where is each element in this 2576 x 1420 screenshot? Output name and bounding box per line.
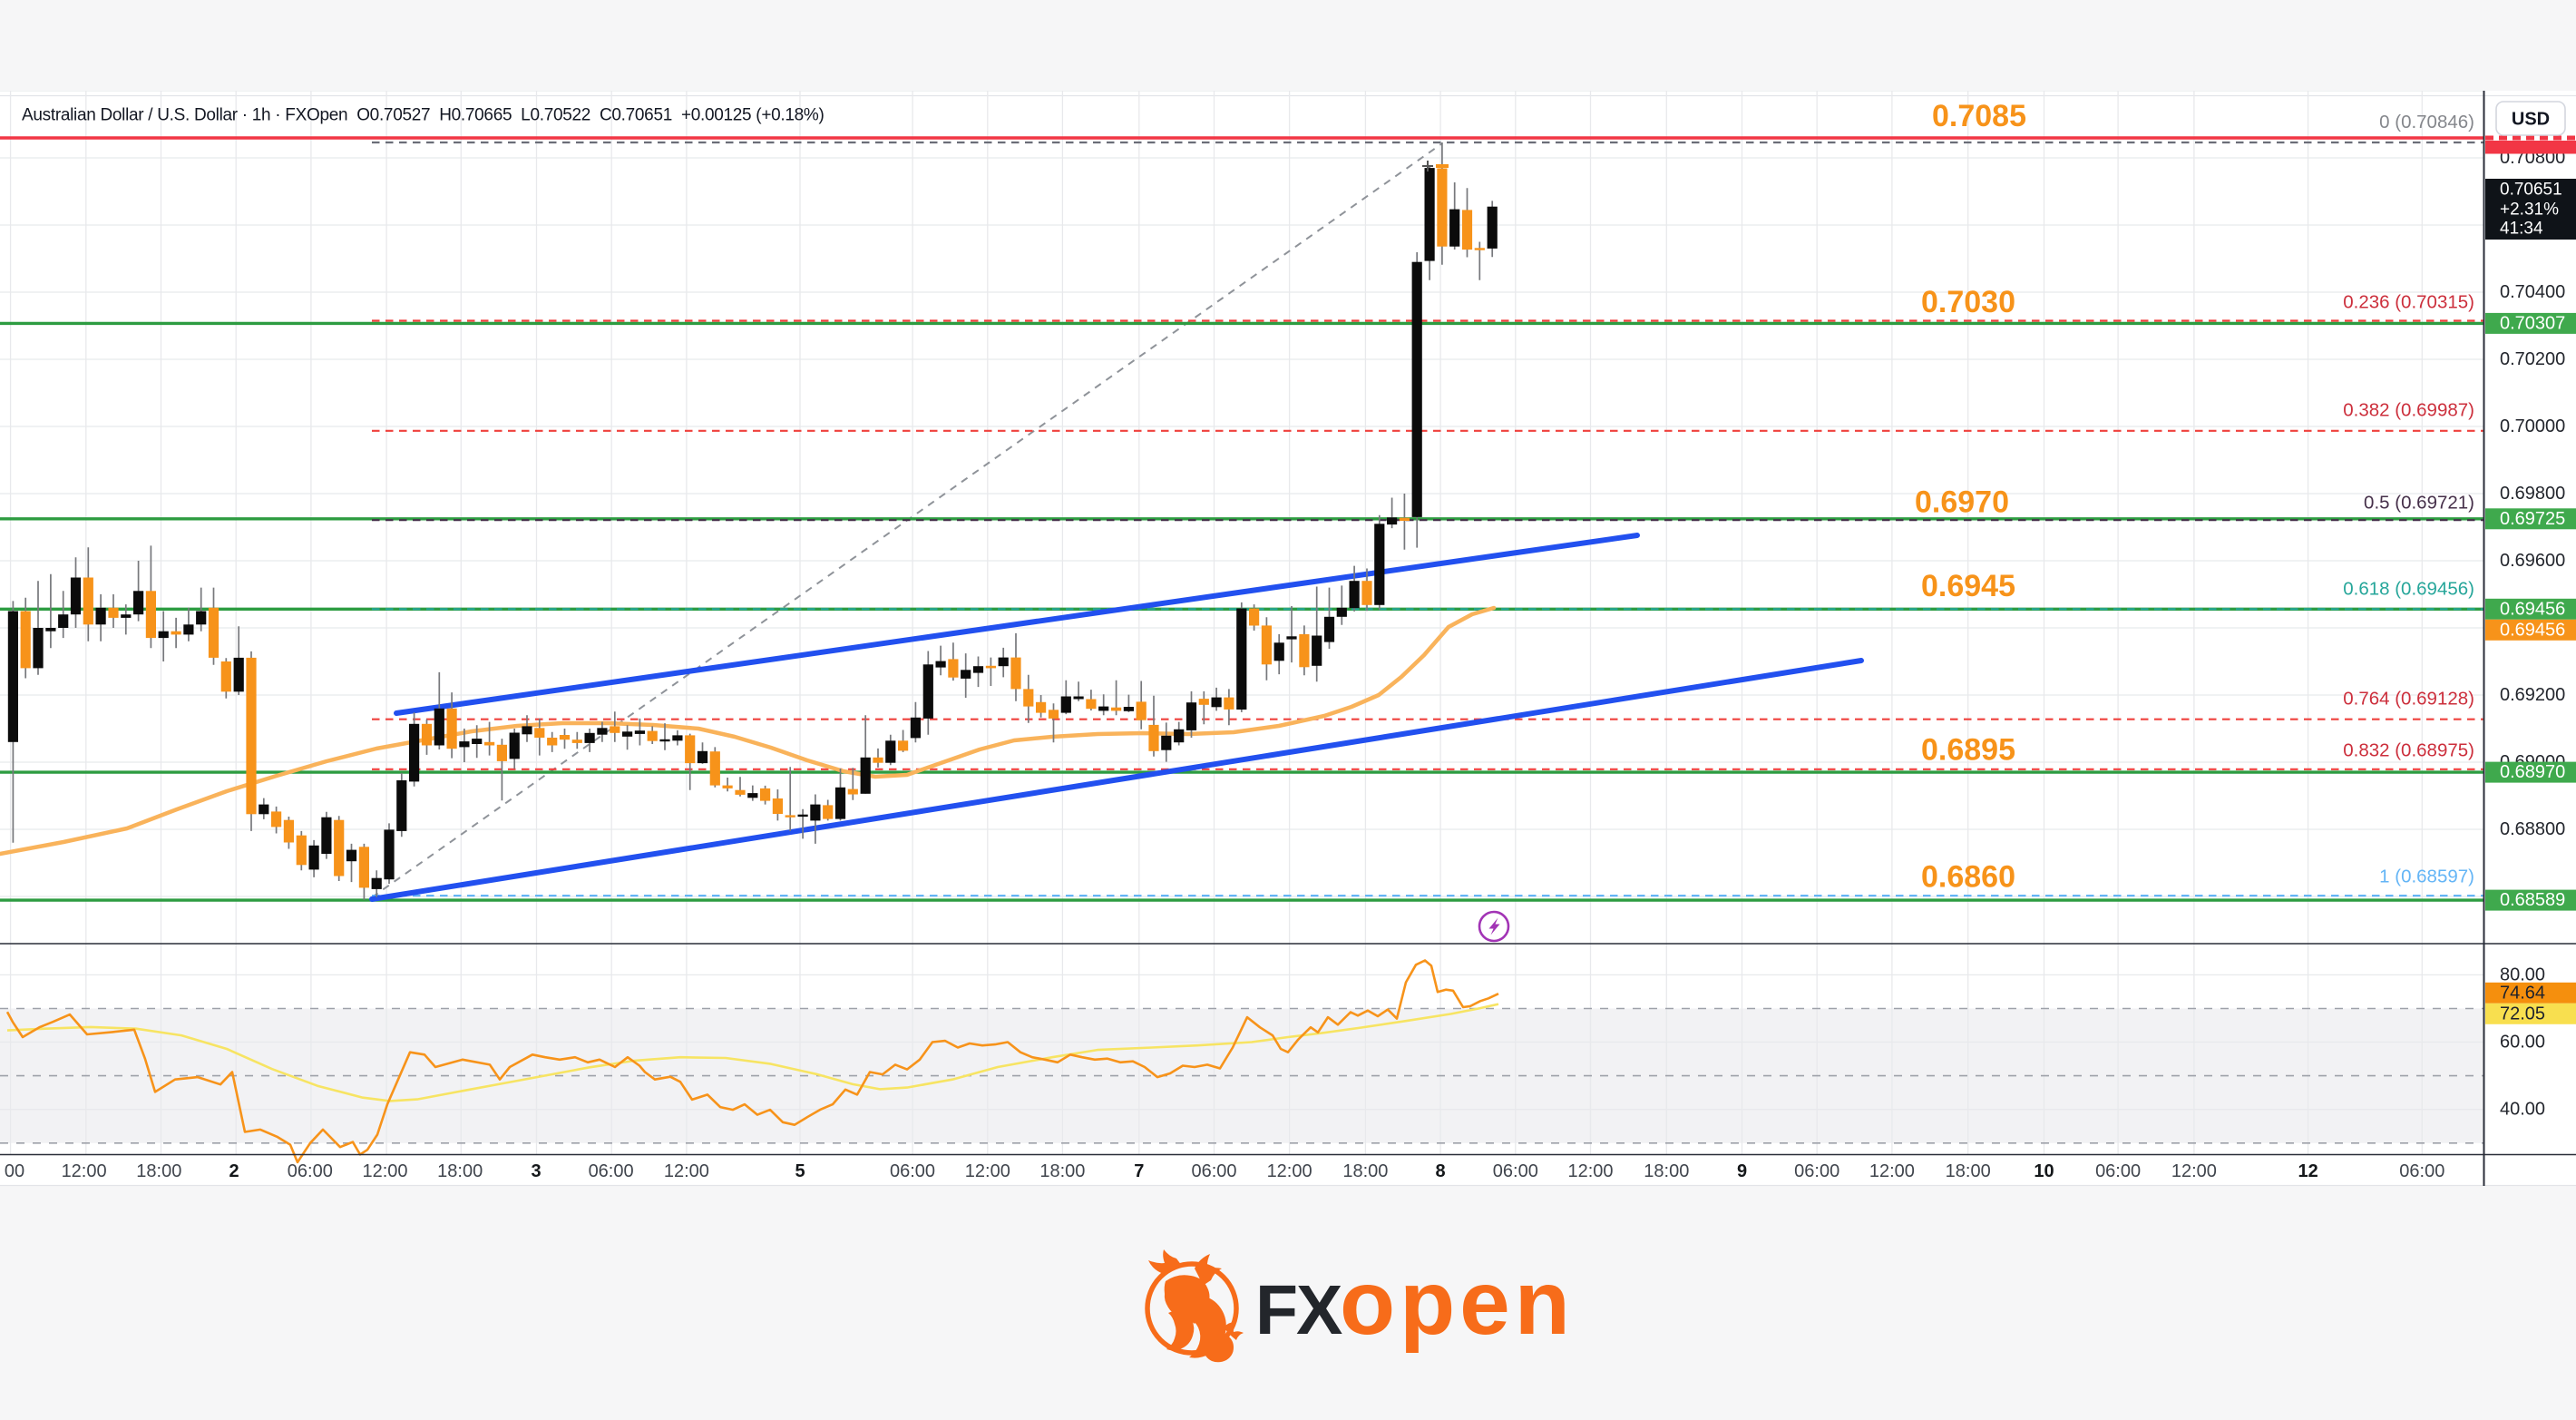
svg-text:12:00: 12:00 <box>664 1161 709 1181</box>
svg-text:06:00: 06:00 <box>589 1161 634 1181</box>
svg-text:0.7085: 0.7085 <box>1932 99 2026 133</box>
svg-text:0.69600: 0.69600 <box>2500 551 2565 571</box>
svg-text:0.69725: 0.69725 <box>2500 509 2565 529</box>
svg-text:60.00: 60.00 <box>2500 1033 2545 1053</box>
svg-text:0.5 (0.69721): 0.5 (0.69721) <box>2364 493 2474 514</box>
svg-text:06:00: 06:00 <box>2399 1161 2444 1181</box>
svg-text:06:00: 06:00 <box>1493 1161 1538 1181</box>
svg-text:00: 00 <box>5 1161 24 1181</box>
svg-text:12:00: 12:00 <box>1567 1161 1613 1181</box>
svg-text:0.69456: 0.69456 <box>2500 599 2565 619</box>
svg-text:40.00: 40.00 <box>2500 1100 2545 1120</box>
svg-text:+2.31%: +2.31% <box>2500 201 2559 220</box>
svg-text:0.764 (0.69128): 0.764 (0.69128) <box>2343 689 2474 710</box>
svg-text:06:00: 06:00 <box>1794 1161 1839 1181</box>
svg-text:12:00: 12:00 <box>2171 1161 2217 1181</box>
svg-text:0.618 (0.69456): 0.618 (0.69456) <box>2343 579 2474 600</box>
svg-text:0.70000: 0.70000 <box>2500 416 2565 436</box>
svg-text:18:00: 18:00 <box>136 1161 181 1181</box>
svg-text:0.68800: 0.68800 <box>2500 819 2565 839</box>
svg-text:72.05: 72.05 <box>2500 1004 2545 1023</box>
svg-text:0.68589: 0.68589 <box>2500 890 2565 910</box>
svg-text:10: 10 <box>2034 1161 2054 1181</box>
svg-text:0.6895: 0.6895 <box>1921 733 2015 768</box>
svg-text:0.70200: 0.70200 <box>2500 349 2565 369</box>
svg-text:0.70307: 0.70307 <box>2500 313 2565 333</box>
svg-text:0.6860: 0.6860 <box>1921 860 2015 895</box>
svg-text:5: 5 <box>795 1161 805 1181</box>
svg-text:9: 9 <box>1737 1161 1747 1181</box>
svg-text:18:00: 18:00 <box>1644 1161 1689 1181</box>
svg-text:0.69456: 0.69456 <box>2500 620 2565 640</box>
svg-text:0.70400: 0.70400 <box>2500 282 2565 302</box>
svg-text:80.00: 80.00 <box>2500 965 2545 984</box>
svg-text:0.382 (0.69987): 0.382 (0.69987) <box>2343 400 2474 421</box>
svg-text:0.832 (0.68975): 0.832 (0.68975) <box>2343 740 2474 761</box>
svg-text:0.69200: 0.69200 <box>2500 685 2565 705</box>
svg-text:FX: FX <box>1255 1271 1342 1349</box>
svg-text:74.64: 74.64 <box>2500 983 2545 1003</box>
svg-text:0.68970: 0.68970 <box>2500 762 2565 782</box>
svg-text:12:00: 12:00 <box>362 1161 407 1181</box>
svg-text:18:00: 18:00 <box>1039 1161 1085 1181</box>
svg-text:1 (0.68597): 1 (0.68597) <box>2379 867 2474 887</box>
svg-text:2: 2 <box>229 1161 239 1181</box>
svg-text:0.6970: 0.6970 <box>1915 485 2009 520</box>
svg-text:18:00: 18:00 <box>437 1161 483 1181</box>
svg-text:0.70651: 0.70651 <box>2500 181 2562 200</box>
svg-text:Australian Dollar / U.S. Dolla: Australian Dollar / U.S. Dollar · 1h · F… <box>22 106 825 125</box>
svg-text:7: 7 <box>1134 1161 1144 1181</box>
svg-text:12:00: 12:00 <box>1869 1161 1915 1181</box>
svg-text:06:00: 06:00 <box>890 1161 935 1181</box>
svg-text:0 (0.70846): 0 (0.70846) <box>2379 112 2474 132</box>
svg-text:0.69800: 0.69800 <box>2500 484 2565 504</box>
svg-text:12:00: 12:00 <box>62 1161 107 1181</box>
svg-text:0.236 (0.70315): 0.236 (0.70315) <box>2343 292 2474 313</box>
svg-text:18:00: 18:00 <box>1342 1161 1388 1181</box>
svg-text:8: 8 <box>1436 1161 1446 1181</box>
svg-text:12:00: 12:00 <box>1267 1161 1312 1181</box>
svg-text:18:00: 18:00 <box>1946 1161 1991 1181</box>
svg-text:12:00: 12:00 <box>965 1161 1010 1181</box>
svg-text:12: 12 <box>2298 1161 2317 1181</box>
svg-text:open: open <box>1340 1252 1575 1354</box>
svg-text:06:00: 06:00 <box>2095 1161 2141 1181</box>
svg-text:06:00: 06:00 <box>1191 1161 1236 1181</box>
svg-text:0.7030: 0.7030 <box>1921 285 2015 319</box>
svg-text:41:34: 41:34 <box>2500 220 2543 239</box>
svg-text:06:00: 06:00 <box>288 1161 333 1181</box>
svg-text:3: 3 <box>531 1161 541 1181</box>
svg-text:USD: USD <box>2512 110 2550 130</box>
svg-text:0.6945: 0.6945 <box>1921 569 2015 603</box>
